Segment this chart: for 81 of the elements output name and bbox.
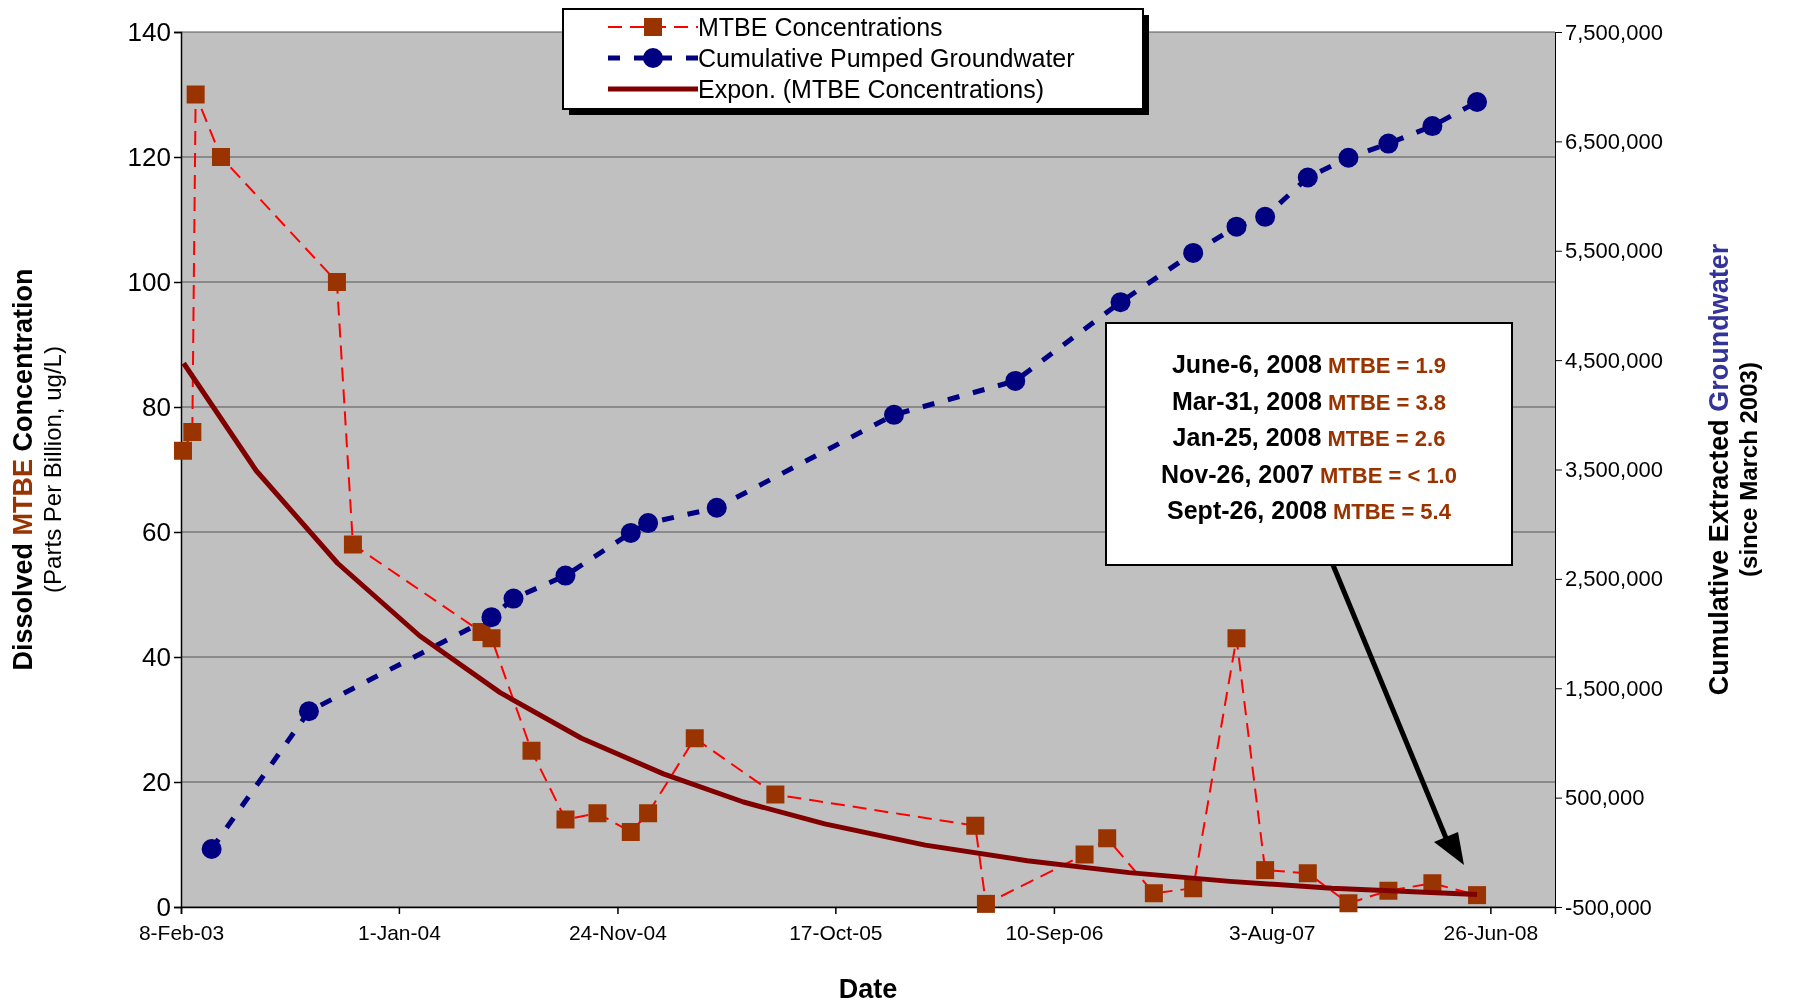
point <box>1297 167 1318 188</box>
point <box>1339 894 1358 913</box>
annotation: Sept-26, 2008 <box>1167 496 1327 524</box>
annotation: MTBE = 5.4 <box>1326 499 1452 524</box>
point <box>298 701 319 722</box>
point <box>639 804 658 823</box>
point <box>1467 92 1488 112</box>
y-tick-label: 80 <box>142 391 171 422</box>
point <box>1098 829 1117 848</box>
annotation: Jan-25, 2008 <box>1172 423 1322 451</box>
y2-tick-label: 3,500,000 <box>1565 457 1663 483</box>
annotation: MTBE = 1.9 <box>1322 353 1447 378</box>
point <box>482 629 501 648</box>
y-tick-label: 140 <box>127 16 171 47</box>
y2-tick-label: 1,500,000 <box>1565 675 1663 701</box>
annotation: MTBE = 2.6 <box>1321 426 1446 451</box>
legend-label: Expon. (MTBE Concentrations) <box>698 75 1044 103</box>
point <box>966 816 985 835</box>
y2-tick-label: 6,500,000 <box>1565 128 1663 154</box>
point <box>1075 845 1094 864</box>
x-tick-label: 3-Aug-07 <box>1229 921 1316 945</box>
point <box>1298 864 1317 883</box>
annotation: MTBE = < 1.0 <box>1313 462 1457 488</box>
x-tick-label: 8-Feb-03 <box>138 921 225 945</box>
annotation: Mar-31, 2008 <box>1171 386 1323 415</box>
x-axis-title: Date <box>838 974 898 1004</box>
y-tick-label: 60 <box>142 516 171 547</box>
annotation: Nov-26, 2007 <box>1161 459 1314 488</box>
point <box>1255 206 1276 227</box>
y-tick-label: 40 <box>142 641 171 672</box>
y-tick-label: 100 <box>127 266 171 297</box>
point <box>766 785 785 804</box>
legend-label: Cumulative Pumped Groundwater <box>698 44 1075 72</box>
point <box>1256 861 1275 880</box>
y2-tick-label: 4,500,000 <box>1565 347 1663 373</box>
y-tick-label: 20 <box>142 766 171 797</box>
point <box>638 513 659 534</box>
point <box>620 522 641 543</box>
point <box>1144 884 1163 903</box>
annotation: MTBE = 3.8 <box>1322 389 1447 415</box>
legend-label: MTBE Concentrations <box>698 13 943 41</box>
point <box>1338 147 1359 168</box>
point <box>183 423 202 441</box>
x-tick-label: 17-Oct-05 <box>789 921 883 945</box>
x-tick-label: 26-Jun-08 <box>1443 921 1539 945</box>
point <box>327 273 346 291</box>
x-tick-label: 1-Jan-04 <box>357 921 442 945</box>
point <box>1110 292 1131 313</box>
point <box>706 497 727 518</box>
point <box>522 741 541 760</box>
point <box>201 839 222 860</box>
point <box>621 823 640 841</box>
point <box>1378 133 1399 154</box>
y-tick-label: 120 <box>127 141 171 172</box>
y2-tick-label: -500,000 <box>1565 894 1652 920</box>
point <box>555 565 576 586</box>
point <box>556 810 575 829</box>
point <box>186 85 205 104</box>
point <box>503 588 524 609</box>
y2-tick-label: 7,500,000 <box>1565 19 1663 45</box>
point <box>976 894 995 913</box>
point <box>481 607 502 628</box>
point <box>1226 216 1247 237</box>
point <box>174 441 192 460</box>
point <box>1227 629 1246 648</box>
y2-tick-label: 2,500,000 <box>1565 566 1663 592</box>
y-tick-label: 0 <box>156 891 171 922</box>
annotation: June-6, 2008 <box>1171 350 1323 378</box>
point <box>883 404 904 425</box>
point <box>685 729 704 748</box>
point <box>1005 370 1026 391</box>
point <box>211 148 230 166</box>
point <box>1183 242 1204 263</box>
y2-tick-label: 500,000 <box>1565 785 1645 811</box>
x-tick-label: 24-Nov-04 <box>568 921 668 945</box>
point <box>1184 879 1203 898</box>
point <box>588 804 607 823</box>
x-tick-label: 10-Sep-06 <box>1005 921 1104 945</box>
point <box>1422 116 1443 137</box>
point <box>343 535 362 554</box>
y2-tick-label: 5,500,000 <box>1565 238 1663 264</box>
